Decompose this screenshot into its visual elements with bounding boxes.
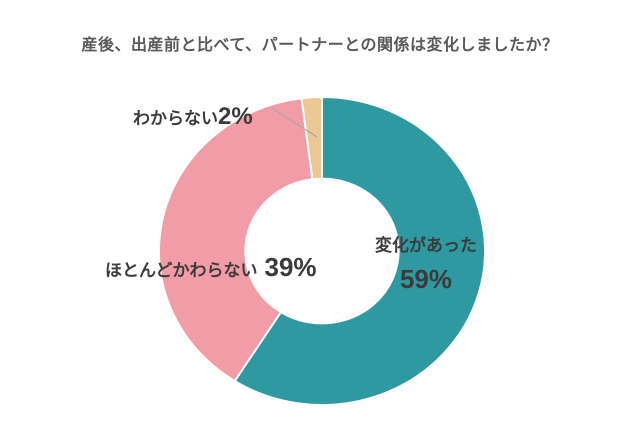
slice-label-mostly-unchanged: ほとんどかわらない 39% [105,252,317,283]
slice-label-mostly-unchanged-text: ほとんどかわらない [105,261,258,280]
slice-label-mostly-unchanged-percent: 39% [264,252,317,282]
donut-slice-changed [233,96,486,406]
leader-line-unknown [271,107,318,138]
donut-slice-mostly-unchanged [158,97,314,383]
slice-label-unknown: わからない 2% [133,103,253,131]
slice-label-changed-text: 変化があった [375,236,477,255]
chart-title: 産後、出産前と比べて、パートナーとの関係は変化しましたか？ [81,37,559,54]
slice-label-unknown-percent: 2% [218,103,253,130]
donut-slice-unknown [300,96,323,181]
slice-label-changed-percent: 59% [399,264,453,294]
slice-label-unknown-text: わからない [133,109,218,128]
slice-label-changed: 変化があった 59% [372,231,480,295]
